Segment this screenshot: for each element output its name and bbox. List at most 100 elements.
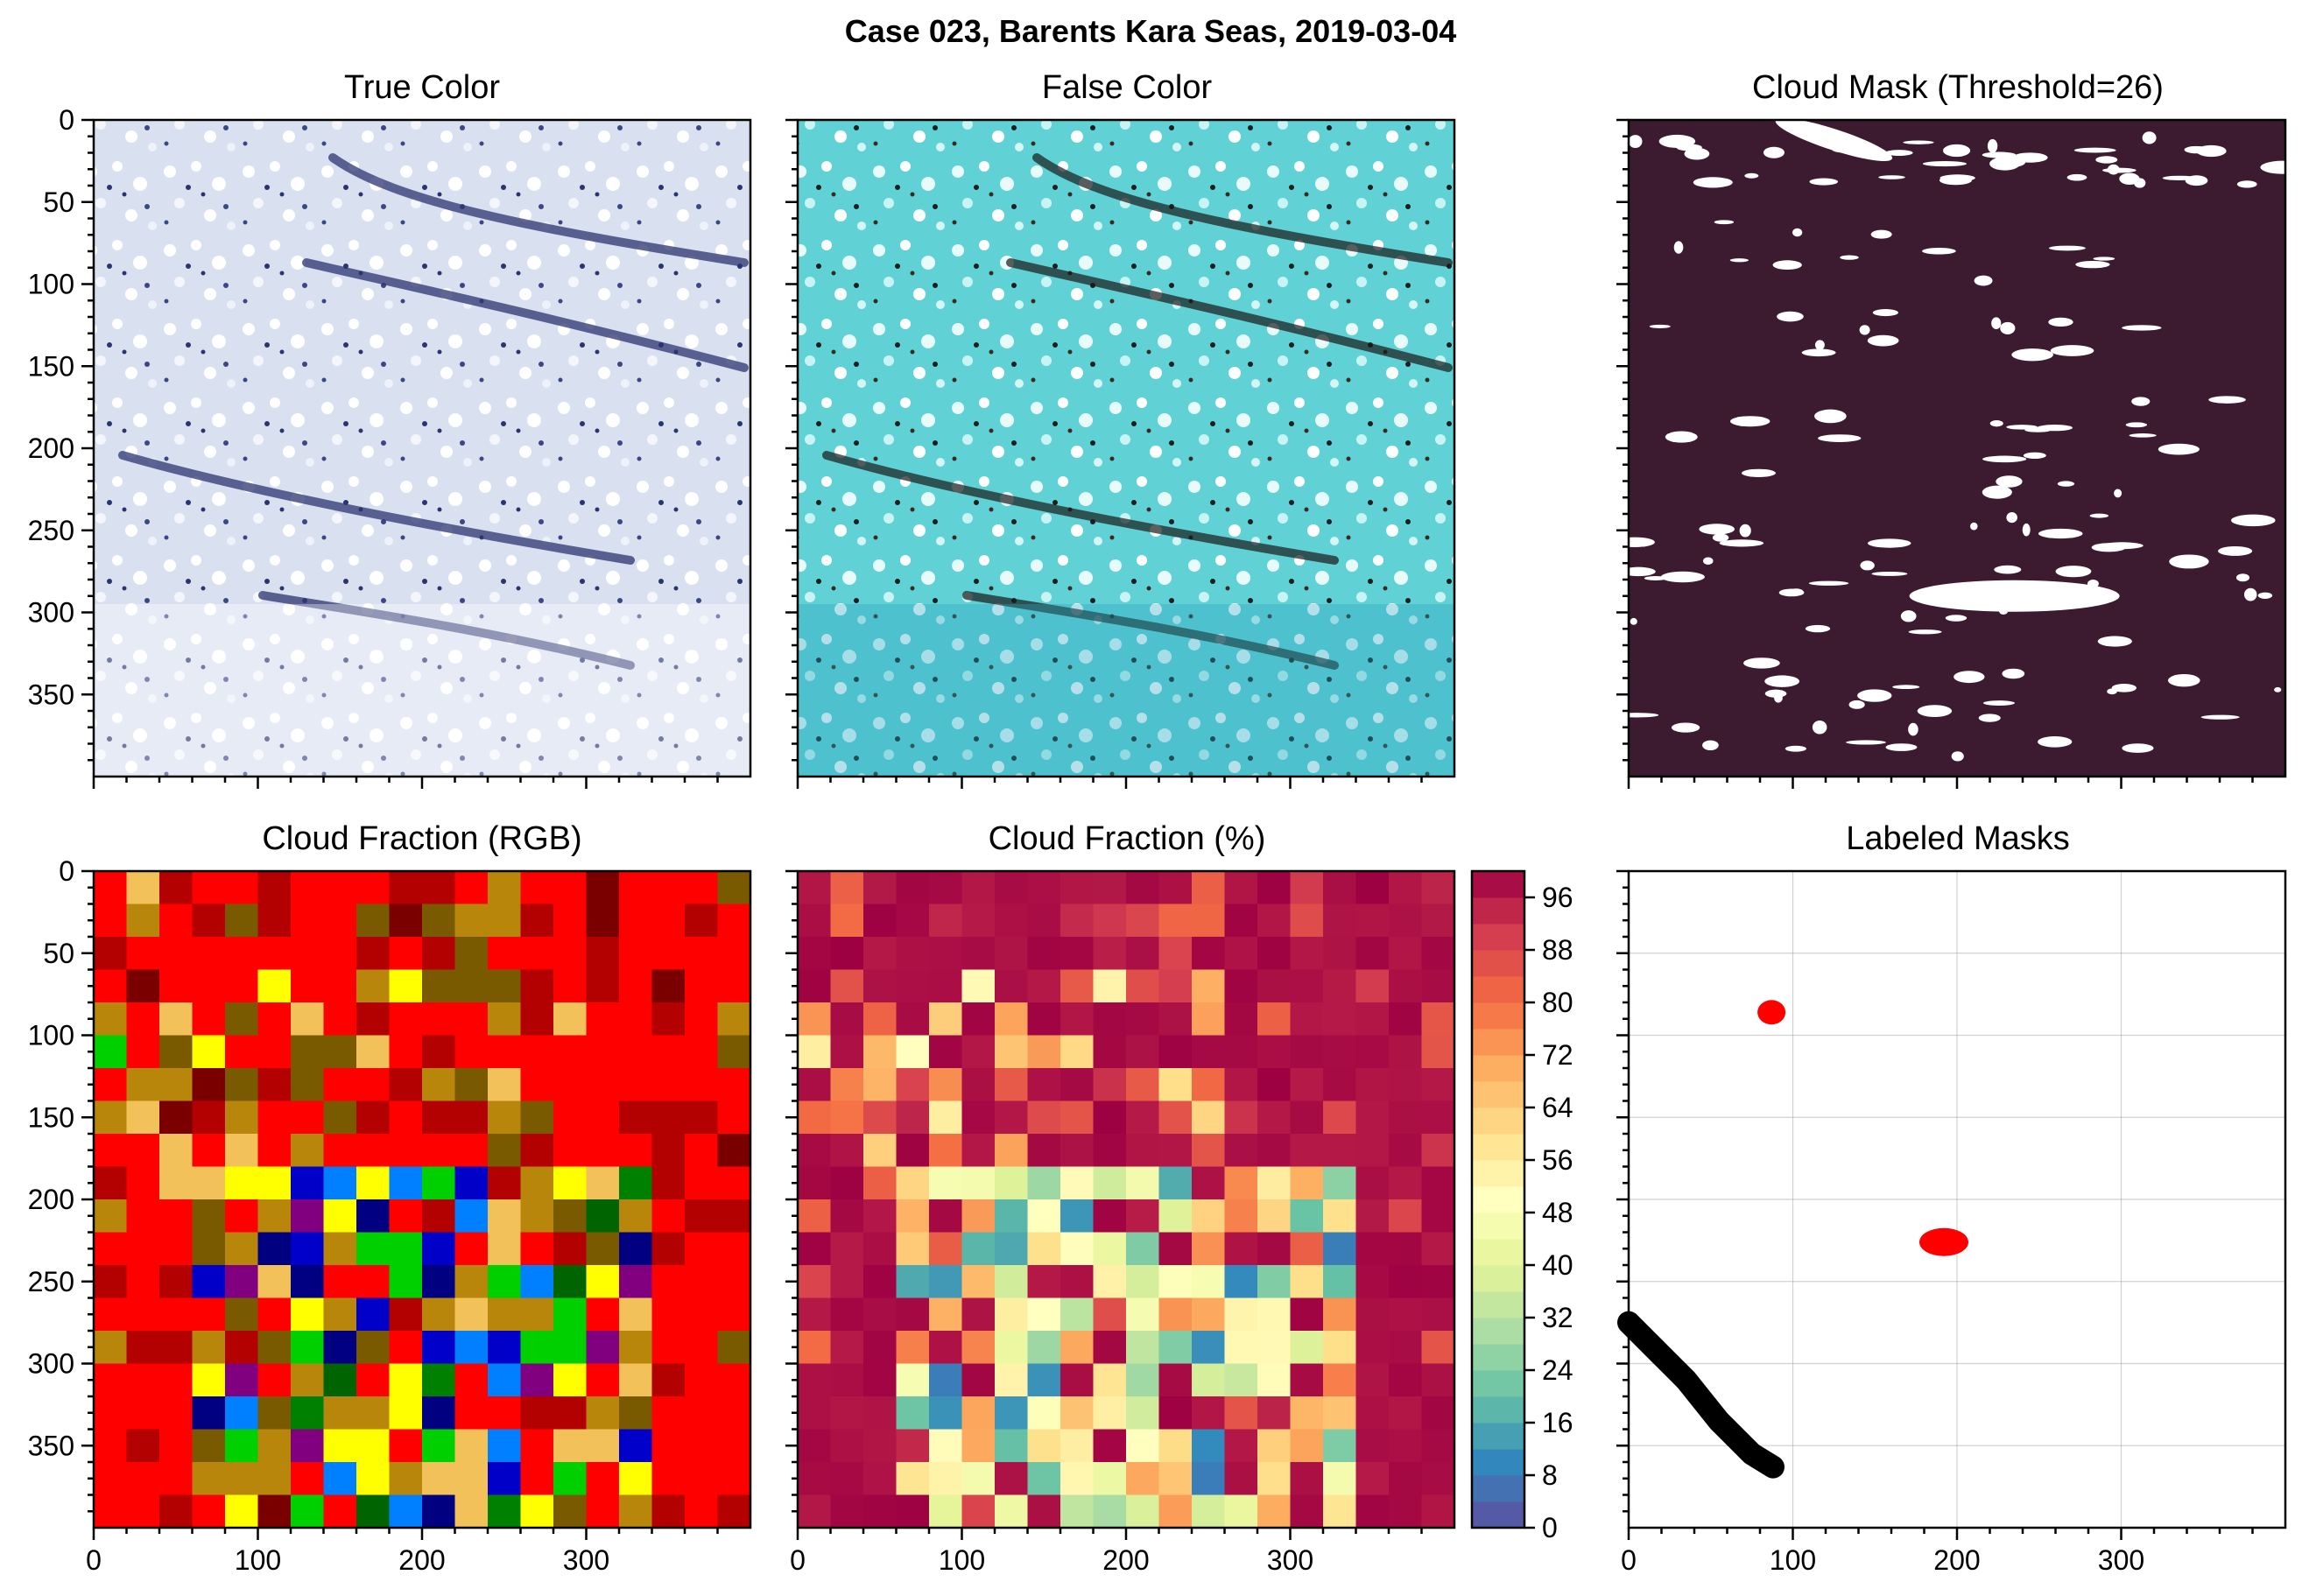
- rgb-cell: [619, 1331, 653, 1365]
- panel-true-color: True Color 0 50 100 150 200 250 300 350: [28, 69, 752, 789]
- rgb-cell: [126, 1232, 160, 1266]
- rgb-cell: [553, 1396, 588, 1431]
- y-tick-label: 250: [28, 1266, 74, 1297]
- rgb-cell: [520, 1396, 554, 1431]
- pct-cell: [1389, 1068, 1423, 1102]
- pct-cell: [1224, 1100, 1258, 1135]
- rgb-cell: [94, 1494, 128, 1529]
- rgb-cell: [225, 1396, 259, 1431]
- rgb-cell: [651, 1331, 686, 1365]
- pct-cell: [1290, 969, 1324, 1003]
- pct-cell: [1224, 1429, 1258, 1463]
- pct-cell: [830, 871, 864, 905]
- pct-cell: [1355, 1265, 1390, 1299]
- pct-cell: [830, 1265, 864, 1299]
- pct-cell: [1421, 1134, 1455, 1168]
- pct-cell: [798, 1199, 832, 1234]
- rgb-cell: [553, 1429, 588, 1463]
- rgb-cell: [651, 969, 686, 1003]
- pct-cell: [1323, 969, 1357, 1003]
- pct-cell: [863, 1134, 898, 1168]
- pct-cell: [1355, 1429, 1390, 1463]
- pct-cell: [1093, 1494, 1127, 1529]
- pct-cell: [1158, 969, 1193, 1003]
- rgb-cell: [291, 1429, 325, 1463]
- pct-cell: [1257, 1429, 1292, 1463]
- rgb-cell: [422, 1232, 456, 1266]
- rgb-cell: [225, 1429, 259, 1463]
- rgb-cell: [257, 1494, 292, 1529]
- true-color-streaks: [118, 153, 749, 670]
- rgb-cell: [454, 1068, 489, 1102]
- rgb-cell: [225, 1265, 259, 1299]
- x-tick-label: 300: [2098, 1544, 2144, 1576]
- rgb-cell: [619, 1166, 653, 1200]
- cloud-blob: [1989, 419, 2003, 427]
- pct-cell: [929, 1068, 963, 1102]
- pct-cell: [961, 1429, 996, 1463]
- cloud-blob: [1917, 705, 1953, 718]
- rgb-cell: [389, 871, 423, 905]
- rgb-cell: [685, 1199, 719, 1234]
- panel-cloud-fraction-rgb: Cloud Fraction (RGB) 0 50 100 150 200 250 300 3…: [28, 820, 752, 1576]
- pct-cell: [1060, 1265, 1095, 1299]
- rgb-cell: [192, 1068, 226, 1102]
- pct-cell: [1126, 1331, 1160, 1365]
- pct-cell: [1060, 1396, 1095, 1431]
- rgb-cell: [553, 1100, 588, 1135]
- pct-cell: [830, 1462, 864, 1496]
- colorbar-band: [1472, 1186, 1524, 1213]
- pct-cell: [1027, 1002, 1061, 1037]
- pct-cell: [961, 1297, 996, 1332]
- rgb-cell: [454, 1396, 489, 1431]
- rgb-cell: [225, 871, 259, 905]
- colorbar-tick-label: 48: [1542, 1197, 1573, 1228]
- pct-cell: [863, 1265, 898, 1299]
- pct-cell: [1027, 1429, 1061, 1463]
- pct-cell: [1421, 1100, 1455, 1135]
- pct-cell: [896, 1331, 930, 1365]
- cloud-blob: [1665, 431, 1698, 443]
- cloud-blob: [2158, 443, 2200, 455]
- colorbar-band: [1472, 1081, 1524, 1108]
- rgb-cell: [422, 1100, 456, 1135]
- pct-cell: [1060, 1363, 1095, 1397]
- pct-cell: [830, 903, 864, 938]
- pct-cell: [995, 1494, 1029, 1529]
- rgb-cell: [619, 871, 653, 905]
- rgb-cell: [422, 969, 456, 1003]
- rgb-cell: [586, 1002, 620, 1037]
- y-tick-label: 100: [28, 1020, 74, 1051]
- panel-title-cloud-mask: Cloud Mask (Threshold=26): [1752, 69, 2164, 106]
- pct-cell: [830, 969, 864, 1003]
- rgb-cell: [192, 1100, 226, 1135]
- pct-cell: [929, 871, 963, 905]
- rgb-cell: [488, 1297, 522, 1332]
- pct-cell: [1389, 1331, 1423, 1365]
- rgb-cell: [619, 937, 653, 971]
- rgb-cell: [717, 1002, 751, 1037]
- pct-cell: [1323, 1265, 1357, 1299]
- rgb-cell: [488, 937, 522, 971]
- rgb-cell: [651, 1068, 686, 1102]
- cloud-blob: [2023, 452, 2046, 459]
- pct-cell: [1421, 1429, 1455, 1463]
- rgb-cell: [717, 1363, 751, 1397]
- pct-cell: [863, 1331, 898, 1365]
- cloud-blob: [1702, 557, 1714, 565]
- pct-cell: [1126, 1002, 1160, 1037]
- pct-cell: [1257, 937, 1292, 971]
- pct-cell: [995, 1166, 1029, 1200]
- rgb-cell: [159, 1462, 194, 1496]
- pct-cell: [961, 1100, 996, 1135]
- rgb-cell: [257, 1166, 292, 1200]
- pct-cell: [1355, 1494, 1390, 1529]
- colorbar-band: [1472, 897, 1524, 925]
- cloud-blob: [1921, 247, 1956, 255]
- pct-cell: [1421, 1199, 1455, 1234]
- pct-cell: [1126, 1166, 1160, 1200]
- rgb-cell: [651, 1265, 686, 1299]
- pct-cell: [1192, 1297, 1226, 1332]
- cloud-blob: [1729, 258, 1749, 263]
- pct-cell: [961, 1166, 996, 1200]
